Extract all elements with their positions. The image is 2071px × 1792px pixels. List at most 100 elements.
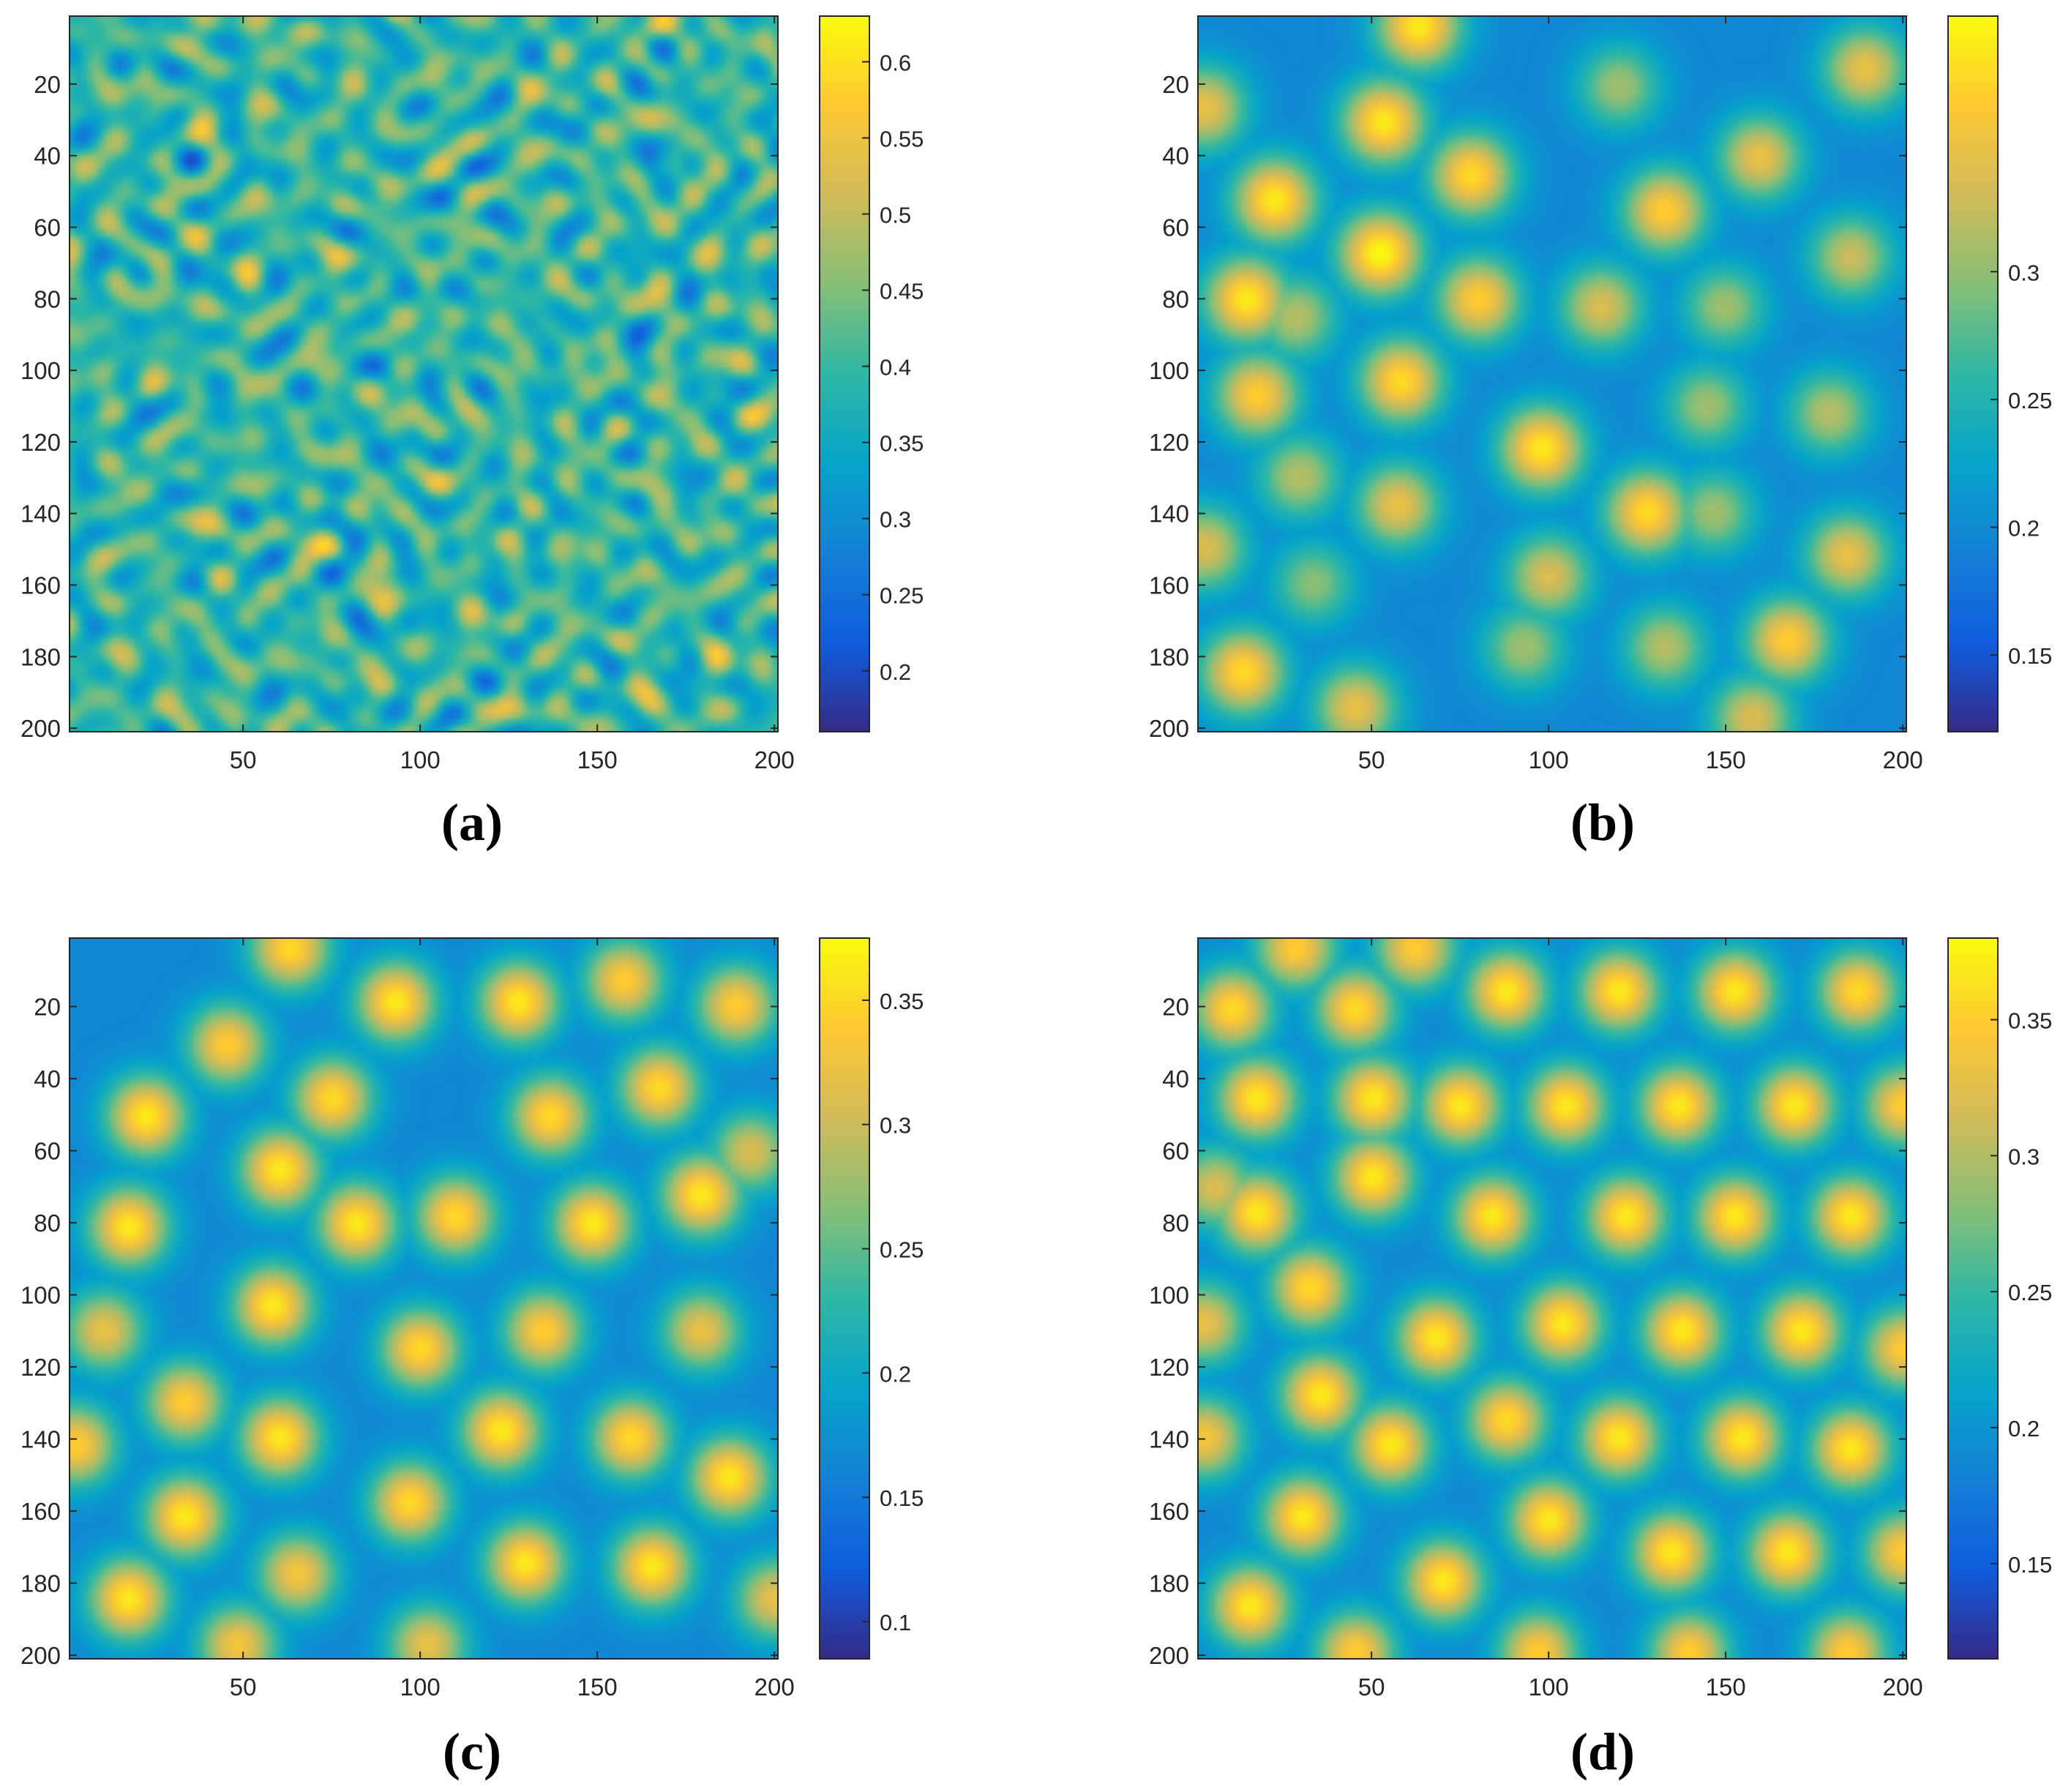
colorbar-tick-label: 0.3 (2008, 1144, 2040, 1169)
colorbar-tick-label: 0.3 (2008, 260, 2040, 285)
x-tick-label: 100 (400, 1673, 441, 1701)
y-tick-label: 160 (20, 572, 61, 599)
x-tick-label: 200 (754, 746, 795, 773)
x-tick-label: 100 (400, 746, 441, 773)
colorbar-box (1947, 937, 1999, 1660)
colorbar-tick-label: 0.3 (880, 1113, 911, 1139)
heatmap-image (1198, 938, 1906, 1659)
x-tick-label: 100 (1529, 746, 1569, 773)
colorbar-tick-label: 0.4 (880, 355, 911, 380)
colorbar-tick-label: 0.3 (880, 507, 911, 533)
y-tick-label: 60 (34, 214, 61, 241)
x-tick-label: 100 (1529, 1673, 1569, 1701)
colorbar-tick-label: 0.2 (880, 1361, 911, 1387)
panel-d: 50 100 150 200 20 40 60 80 100 120 140 160 180 200 0.1… (1149, 937, 2052, 1781)
axes-box (69, 15, 779, 732)
y-tick-label: 100 (1149, 1282, 1189, 1309)
panel-label: (b) (1570, 793, 1635, 852)
y-tick-label: 100 (20, 1282, 61, 1309)
colorbar-box (1947, 15, 1999, 732)
panel-label: (c) (443, 1722, 501, 1781)
heatmap-image (70, 938, 778, 1659)
y-tick-label: 40 (1162, 143, 1189, 170)
colorbar-tick-label: 0.15 (2008, 1552, 2052, 1578)
y-tick-label: 120 (1149, 429, 1189, 456)
panel-label: (a) (441, 793, 503, 852)
y-tick-label: 200 (20, 715, 61, 742)
colorbar-tick-label: 0.15 (880, 1485, 924, 1511)
y-tick-label: 180 (1149, 643, 1189, 670)
y-tick-label: 200 (1149, 715, 1189, 742)
colorbar-tick-label: 0.25 (880, 583, 924, 609)
y-tick-label: 120 (20, 429, 61, 456)
y-tick-label: 80 (34, 285, 61, 312)
panel-label: (d) (1570, 1722, 1635, 1781)
panel-c: 50 100 150 200 20 40 60 80 100 120 140 160 180 200 0.1… (20, 937, 924, 1781)
y-tick-label: 180 (20, 643, 61, 670)
colorbar-tick-label: 0.25 (880, 1237, 924, 1263)
y-tick-label: 120 (1149, 1354, 1189, 1381)
axes-box (1197, 15, 1907, 732)
x-tick-label: 150 (1706, 1673, 1746, 1701)
y-tick-label: 20 (34, 71, 61, 98)
axes-box (1197, 937, 1907, 1660)
y-tick-label: 20 (34, 994, 61, 1021)
y-tick-label: 60 (1162, 214, 1189, 241)
colorbar-tick-label: 0.6 (880, 50, 911, 75)
colorbar-tick-label: 0.2 (2008, 1416, 2040, 1442)
y-tick-label: 60 (34, 1138, 61, 1165)
colorbar-tick-label: 0.35 (880, 431, 924, 457)
y-tick-label: 140 (1149, 501, 1189, 528)
colorbar-box (819, 15, 870, 732)
y-tick-label: 40 (1162, 1065, 1189, 1092)
y-tick-label: 180 (20, 1570, 61, 1597)
y-tick-label: 20 (1162, 994, 1189, 1021)
x-tick-label: 50 (230, 746, 257, 773)
y-tick-label: 120 (20, 1354, 61, 1381)
x-tick-label: 200 (1883, 746, 1923, 773)
colorbar (820, 938, 869, 1659)
colorbar-tick-label: 0.5 (880, 203, 911, 228)
x-tick-label: 50 (230, 1673, 257, 1701)
colorbar-tick-label: 0.55 (880, 126, 924, 151)
colorbar (1948, 938, 1998, 1659)
x-tick-label: 200 (754, 1673, 795, 1701)
colorbar (820, 16, 869, 732)
colorbar-tick-label: 0.2 (880, 659, 911, 685)
colorbar (1948, 16, 1998, 732)
colorbar-tick-label: 0.2 (2008, 516, 2040, 541)
colorbar-tick-label: 0.25 (2008, 1280, 2052, 1305)
y-tick-label: 160 (1149, 572, 1189, 599)
colorbar-tick-label: 0.35 (880, 989, 924, 1014)
heatmap-image (70, 16, 778, 732)
x-tick-label: 150 (1706, 746, 1746, 773)
x-tick-label: 150 (577, 746, 618, 773)
colorbar-tick-label: 0.45 (880, 279, 924, 304)
y-tick-label: 60 (1162, 1138, 1189, 1165)
y-tick-label: 20 (1162, 71, 1189, 98)
y-tick-label: 140 (20, 1426, 61, 1453)
colorbar-tick-label: 0.1 (880, 1610, 911, 1635)
y-tick-label: 160 (1149, 1498, 1189, 1525)
colorbar-tick-label: 0.35 (2008, 1008, 2052, 1034)
y-tick-label: 140 (1149, 1426, 1189, 1453)
axes-box (69, 937, 779, 1660)
colorbar-box (819, 937, 870, 1660)
y-tick-label: 80 (1162, 1210, 1189, 1237)
colorbar-tick-label: 0.25 (2008, 388, 2052, 413)
heatmap-image (1198, 16, 1906, 732)
y-tick-label: 80 (1162, 285, 1189, 312)
colorbar-tick-label: 0.15 (2008, 643, 2052, 669)
panel-b: 50 100 150 200 20 40 60 80 100 120 140 160 180 200 0.1… (1149, 15, 2052, 852)
y-tick-label: 100 (1149, 357, 1189, 384)
y-tick-label: 160 (20, 1498, 61, 1525)
panel-a: 50 100 150 200 20 40 60 80 100 120 140 160 180 200 0.2… (20, 15, 924, 852)
x-tick-label: 150 (577, 1673, 618, 1701)
x-tick-label: 50 (1358, 1673, 1385, 1701)
y-tick-label: 140 (20, 501, 61, 528)
y-tick-label: 180 (1149, 1570, 1189, 1597)
y-tick-label: 80 (34, 1210, 61, 1237)
y-tick-label: 100 (20, 357, 61, 384)
y-tick-label: 200 (20, 1642, 61, 1669)
